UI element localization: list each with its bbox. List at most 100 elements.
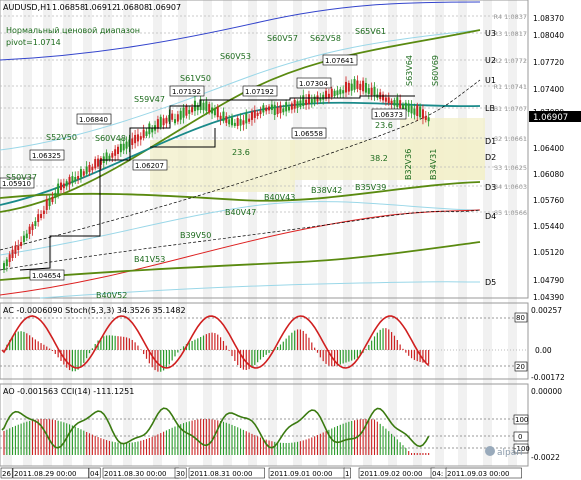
price-box-frame [0,177,35,189]
band-curves [0,1,481,299]
wave-label: S65V61 [355,27,386,36]
candle-body [128,139,131,147]
price-tick: 1.07720 [533,58,564,67]
ac-stoch-panel [0,315,528,372]
candle-body [339,89,342,95]
candle-body [205,101,208,111]
candle-body [79,169,82,178]
candle-body [265,107,268,112]
separator-stripe [203,0,212,466]
wave-label: B40V43 [264,193,295,202]
ao-axis-bottom: -0.0022 [531,453,560,462]
separator-stripe [63,0,72,466]
candle-body [273,104,276,115]
separator-stripe [178,0,187,466]
ac-axis-mid: 0.00 [535,346,552,355]
pivot-steps-2 [150,128,216,148]
price-box: 1.04654 [32,272,61,280]
candle-body [213,108,216,116]
wave-label: S60V57 [267,34,298,43]
pivot-value: pivot=1.0714 [6,38,61,47]
pivot-label: S3 1.0625 [494,164,527,172]
candle-body [359,83,362,90]
cci-level-100-box [513,414,529,425]
candle-body [165,117,168,124]
candle-body [68,176,71,185]
candle-body [393,99,396,106]
wave-label: B40V47 [225,208,256,217]
price-box-frame [371,108,407,120]
candle-body [159,116,162,127]
candle-body [28,226,31,234]
candle-body [3,263,5,270]
pivot-label: S2 1.0661 [494,135,527,143]
candle-body [182,107,185,118]
candle-body [222,111,225,122]
candle-body [290,103,293,110]
candle-body [42,210,45,214]
time-label-frame [0,467,13,479]
candle-body [279,105,282,114]
separator-stripe [508,0,517,466]
candle-body [327,93,330,98]
pivot-levels: R4 1.0837 R3 1.0817 R2 1.0772 R1 1.0741 S1 1… [0,13,528,287]
separator-stripe [268,0,277,466]
pivot-label: R3 1.0817 [494,30,527,38]
band-label: D4 [485,212,496,221]
ao-panel-frame[interactable] [0,383,529,467]
separator-stripe [388,0,397,466]
time-label: 2011.08.29 00:00 [14,470,76,478]
candle-body [384,97,387,102]
ac-axis-top: 0.00257 [531,306,562,315]
candle-body [208,104,211,112]
candle-body [225,116,228,123]
stoch-level-80-box [514,312,528,323]
candle-body [57,183,60,194]
price-tick: 1.04390 [533,293,564,302]
candle-body [362,80,365,92]
price-tick: 1.05440 [533,222,564,231]
cci-line [1,407,430,449]
candle-body [285,102,288,112]
separator-stripe [123,0,132,466]
pivot-label: S4 1.0603 [494,183,527,191]
candle-body [262,105,265,113]
candle-body [248,118,251,122]
candle-body [276,107,279,115]
price-box: 1.06207 [135,162,164,170]
indicator-name: Нормальный ценовой диапазон [6,26,140,35]
time-label: 04: [432,470,443,478]
separator-stripe [223,0,232,466]
candle-body [293,99,296,109]
separator-stripe [343,0,352,466]
candle-body [71,176,74,183]
candle-body [199,99,202,111]
candle-body [134,134,137,144]
candle-body [402,104,404,110]
candle-body [325,90,328,99]
candle-body [77,176,80,180]
ac-axis-bottom: -0.00172 [531,373,565,382]
price-tick: 1.06400 [533,144,564,153]
candle-body [40,213,43,218]
price-panel-frame[interactable] [0,0,529,299]
band-label: U2 [485,56,496,65]
price-tick: 1.05760 [533,196,564,205]
candle-body [319,97,322,101]
time-label: 2011.09.01 00:00 [270,470,332,478]
pivot-steps [19,95,415,271]
ac-panel-frame[interactable] [0,302,529,380]
candle-body [136,134,139,142]
ao-cci-panel [0,407,528,455]
price-box-frame [29,149,65,161]
band-label: D5 [485,278,496,287]
candle-body [145,131,148,136]
price-box: 1.05910 [2,180,31,188]
time-label: 2011.09.02 00:00 [360,470,422,478]
time-label: 2011.08.30 00:00 [104,470,166,478]
session-separators [3,0,517,466]
separator-stripe [363,0,372,466]
candle-body [85,166,88,174]
wave-label: S61V50 [180,74,211,83]
